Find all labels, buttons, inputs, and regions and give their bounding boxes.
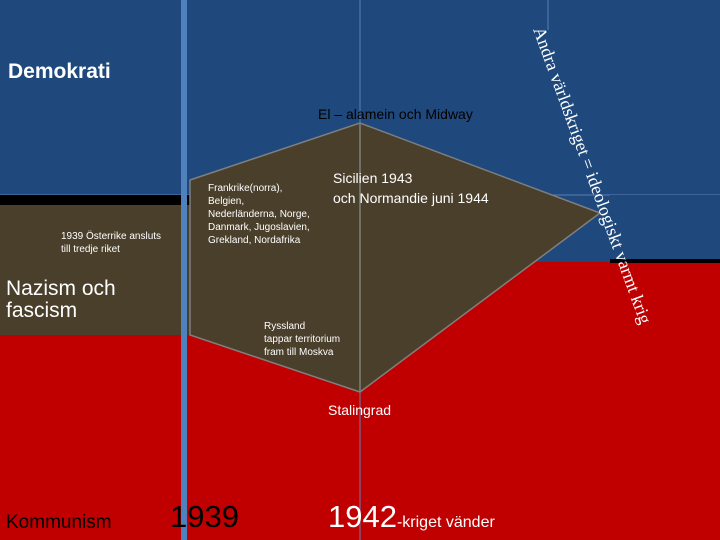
event-austria-1939: 1939 Österrike ansluts till tredje riket [61,231,162,255]
region-label-communism: Kommunism [6,512,112,533]
region-label-democracy: Demokrati [8,60,111,83]
timeline-year-1942: 1942 [328,499,397,534]
event-el-alamein: El – alamein och Midway [318,106,473,122]
timeline-1939-bar [181,0,187,540]
event-stalingrad: Stalingrad [328,402,392,418]
axis-border-bar [0,195,190,205]
timeline-1942-group: 1942-kriget vänder [328,500,495,534]
timeline-turn-label: -kriget vänder [396,514,495,531]
timeline-year-1939: 1939 [170,499,239,534]
axis-expansion-polygon [189,122,602,393]
blue-right-block [610,195,720,261]
region-label-nazism: Nazism och fascism [6,277,116,322]
event-western-front: Frankrike(norra), Belgien, Nederländerna… [208,183,310,246]
event-sicily-normandy: Sicilien 1943 och Normandie juni 1944 [333,170,489,206]
event-russia: Ryssland tappar territorium fram till Mo… [264,321,341,358]
axis-home-territory [0,205,190,335]
